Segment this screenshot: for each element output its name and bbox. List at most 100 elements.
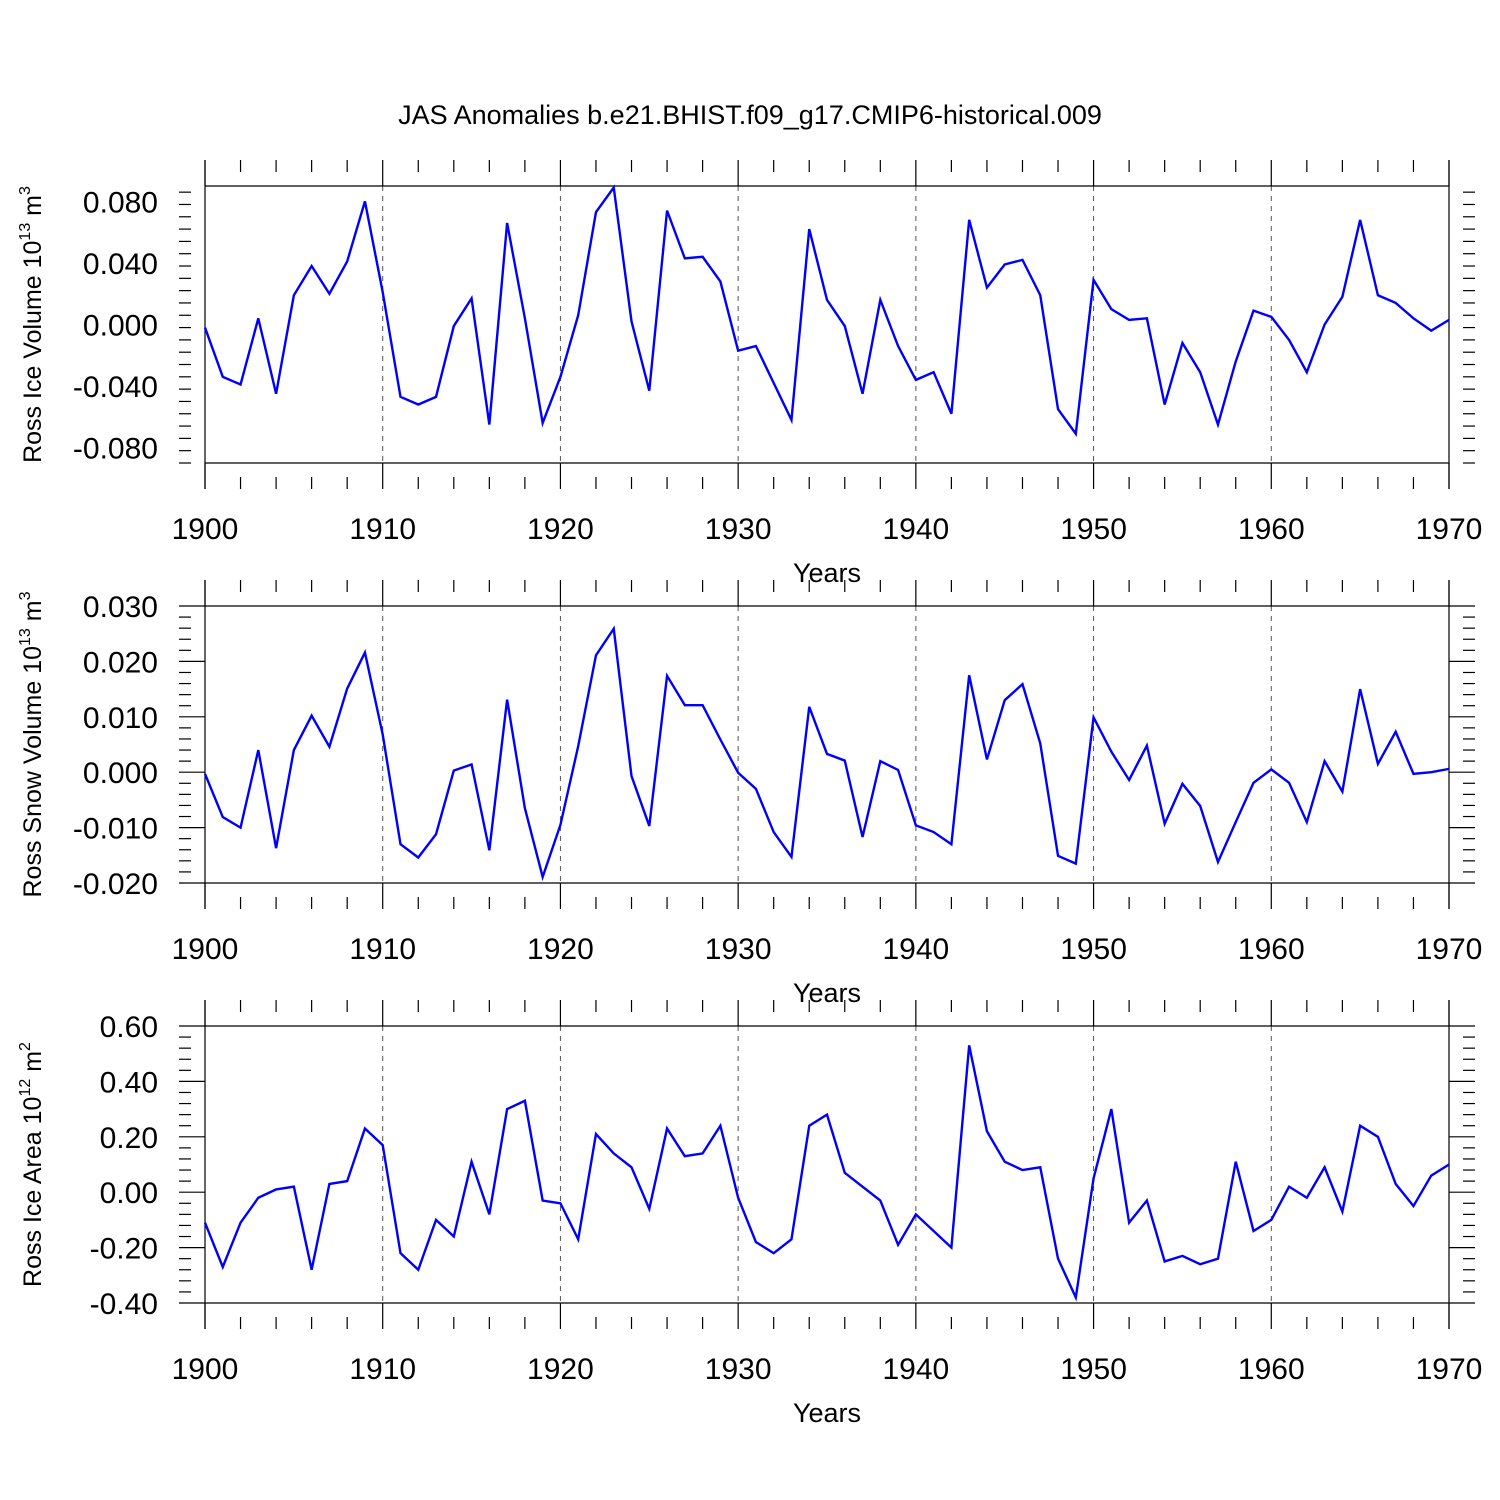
data-point xyxy=(1162,822,1166,826)
data-point xyxy=(309,1268,313,1272)
x-tick-label: 1970 xyxy=(1416,513,1483,546)
data-point xyxy=(1251,308,1255,312)
data-point xyxy=(612,1151,616,1155)
y-tick-label: 0.040 xyxy=(83,248,158,281)
data-point xyxy=(1305,820,1309,824)
x-tick-label: 1920 xyxy=(527,933,594,966)
y-tick-label: 0.60 xyxy=(100,1011,158,1044)
y-axis-title-part: Ross Ice Volume 10 xyxy=(19,241,47,463)
data-point xyxy=(381,290,385,294)
x-tick-label: 1960 xyxy=(1238,1353,1305,1386)
y-axis-title-part: m xyxy=(19,1051,47,1079)
data-point xyxy=(487,848,491,852)
data-point xyxy=(629,1165,633,1169)
data-point xyxy=(949,1245,953,1249)
data-point xyxy=(1003,262,1007,266)
data-point xyxy=(1127,1220,1131,1224)
data-point xyxy=(221,1265,225,1269)
data-point xyxy=(1127,778,1131,782)
data-point xyxy=(736,348,740,352)
y-axis-title: Ross Ice Volume 1013 m3 xyxy=(17,186,47,463)
data-point xyxy=(238,382,242,386)
data-point xyxy=(771,381,775,385)
data-point xyxy=(1145,743,1149,747)
x-tick-label: 1910 xyxy=(349,513,416,546)
data-point xyxy=(434,395,438,399)
data-point xyxy=(327,292,331,296)
x-tick-label: 1950 xyxy=(1060,513,1127,546)
data-point xyxy=(1429,770,1433,774)
data-point xyxy=(469,296,473,300)
data-point xyxy=(1091,278,1095,282)
data-point xyxy=(931,830,935,834)
x-tick-label: 1930 xyxy=(705,513,772,546)
data-point xyxy=(807,227,811,231)
y-tick-label: -0.40 xyxy=(90,1288,158,1321)
series-line xyxy=(203,1045,1450,1302)
y-axis-title-superscript: 3 xyxy=(17,591,34,600)
data-point xyxy=(1234,820,1238,824)
data-point xyxy=(576,313,580,317)
data-point xyxy=(700,703,704,707)
data-point xyxy=(594,653,598,657)
data-point xyxy=(363,1126,367,1130)
data-point xyxy=(540,1198,544,1202)
y-tick-label: 0.010 xyxy=(83,702,158,735)
data-point xyxy=(949,412,953,416)
data-point xyxy=(469,762,473,766)
data-point xyxy=(1340,1209,1344,1213)
data-point xyxy=(452,324,456,328)
data-point xyxy=(629,774,633,778)
data-point xyxy=(985,285,989,289)
data-point xyxy=(896,344,900,348)
data-point xyxy=(505,221,509,225)
y-axis-title-part: m xyxy=(19,600,47,628)
data-point xyxy=(1251,781,1255,785)
data-point xyxy=(398,1251,402,1255)
data-point xyxy=(931,1229,935,1233)
data-point xyxy=(736,1196,740,1200)
panels: 1900 1910 1920 1930 1940 1950 1960 1970 -0.080 -0… xyxy=(17,160,1482,1428)
data-point xyxy=(1411,316,1415,320)
data-point xyxy=(1429,1173,1433,1177)
panel-3: 1900 1910 1920 1930 1940 1950 1960 1970 -0.40 -0.… xyxy=(17,1000,1482,1428)
data-point xyxy=(238,825,242,829)
y-axis-title-superscript: 13 xyxy=(17,223,34,241)
data-point xyxy=(292,1184,296,1188)
y-axis-title-superscript: 3 xyxy=(17,186,34,195)
data-point xyxy=(1216,860,1220,864)
x-tick-label: 1950 xyxy=(1060,1353,1127,1386)
data-point xyxy=(576,1237,580,1241)
data-point xyxy=(647,824,651,828)
data-point xyxy=(1287,781,1291,785)
data-point xyxy=(647,388,651,392)
y-tick-label: 0.080 xyxy=(83,186,158,219)
data-point xyxy=(452,768,456,772)
data-point xyxy=(825,1112,829,1116)
data-point xyxy=(843,324,847,328)
data-point xyxy=(398,395,402,399)
data-point xyxy=(718,737,722,741)
data-point xyxy=(469,1160,473,1164)
chart-title: JAS Anomalies b.e21.BHIST.f09_g17.CMIP6-… xyxy=(398,100,1102,130)
data-point xyxy=(1198,804,1202,808)
data-point xyxy=(363,650,367,654)
x-tick-label: 1970 xyxy=(1416,1353,1483,1386)
data-point xyxy=(718,279,722,283)
y-tick-label: -0.040 xyxy=(73,371,158,404)
data-point xyxy=(1269,767,1273,771)
data-point xyxy=(487,422,491,426)
data-point xyxy=(1127,318,1131,322)
data-point xyxy=(292,293,296,297)
data-point xyxy=(398,842,402,846)
data-point xyxy=(825,752,829,756)
data-point xyxy=(416,1268,420,1272)
y-tick-label: -0.020 xyxy=(73,868,158,901)
data-point xyxy=(1251,1229,1255,1233)
x-tick-label: 1920 xyxy=(527,1353,594,1386)
data-point xyxy=(203,325,207,329)
data-point xyxy=(1340,789,1344,793)
data-point xyxy=(1198,1262,1202,1266)
data-point xyxy=(1340,295,1344,299)
y-tick-label: 0.000 xyxy=(83,310,158,343)
